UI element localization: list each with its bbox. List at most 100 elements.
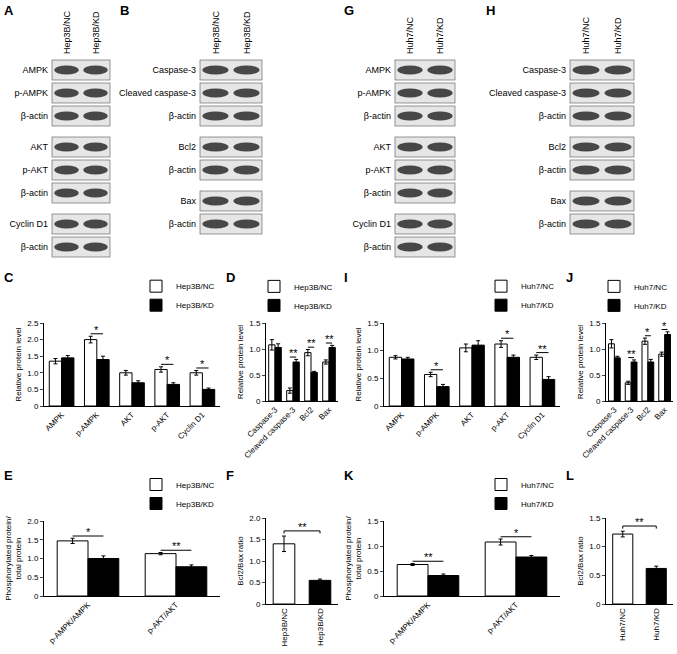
svg-text:**: ** xyxy=(172,540,181,552)
svg-text:Huh7/KD: Huh7/KD xyxy=(652,608,661,641)
svg-text:β-actin: β-actin xyxy=(364,242,391,252)
svg-text:Cleaved caspase-3: Cleaved caspase-3 xyxy=(581,405,636,460)
svg-text:AMPK: AMPK xyxy=(43,410,66,433)
svg-text:*: * xyxy=(434,360,439,372)
svg-text:p-AKT/AKT: p-AKT/AKT xyxy=(485,600,520,635)
svg-text:2.0: 2.0 xyxy=(27,335,39,344)
svg-text:β-actin: β-actin xyxy=(364,188,391,198)
svg-text:Hep3B/KD: Hep3B/KD xyxy=(242,11,252,54)
svg-text:Bcl2: Bcl2 xyxy=(298,405,316,423)
svg-text:Huh7/KD: Huh7/KD xyxy=(435,17,445,54)
svg-text:*: * xyxy=(505,328,510,340)
svg-text:0.5: 0.5 xyxy=(589,571,601,580)
svg-text:Hep3B/KD: Hep3B/KD xyxy=(294,302,332,311)
svg-text:Huh7/NC: Huh7/NC xyxy=(521,282,554,291)
svg-text:*: * xyxy=(662,320,667,332)
svg-text:Hep3B/KD: Hep3B/KD xyxy=(91,11,101,54)
svg-text:Hep3B/NC: Hep3B/NC xyxy=(176,481,214,490)
svg-text:Hep3B/NC: Hep3B/NC xyxy=(294,283,332,292)
svg-text:p-AKT: p-AKT xyxy=(365,165,391,175)
svg-text:β-actin: β-actin xyxy=(169,165,196,175)
svg-text:Cleaved caspase-3: Cleaved caspase-3 xyxy=(119,88,196,98)
svg-text:Huh7/NC: Huh7/NC xyxy=(405,16,415,54)
svg-text:Bcl2: Bcl2 xyxy=(548,142,566,152)
svg-text:Huh7/KD: Huh7/KD xyxy=(634,302,667,311)
svg-text:*: * xyxy=(200,358,205,370)
svg-text:β-actin: β-actin xyxy=(539,111,566,121)
svg-text:Phosphorylated protein/total p: Phosphorylated protein/total protein xyxy=(344,515,363,600)
svg-text:0: 0 xyxy=(34,592,39,601)
svg-text:β-actin: β-actin xyxy=(21,111,48,121)
svg-text:1.5: 1.5 xyxy=(27,352,39,361)
svg-text:1.0: 1.0 xyxy=(589,542,601,551)
svg-text:p-AMPK: p-AMPK xyxy=(414,410,442,438)
svg-text:Bax: Bax xyxy=(317,405,333,421)
svg-text:Relative protein level: Relative protein level xyxy=(354,327,363,401)
svg-text:**: ** xyxy=(307,337,316,349)
svg-text:p-AKT: p-AKT xyxy=(149,410,171,432)
svg-text:0: 0 xyxy=(596,397,601,406)
svg-text:0.5: 0.5 xyxy=(367,374,379,383)
svg-text:1.0: 1.0 xyxy=(249,345,261,354)
svg-text:β-actin: β-actin xyxy=(169,219,196,229)
svg-text:AKT: AKT xyxy=(459,410,476,427)
svg-text:0: 0 xyxy=(374,592,379,601)
svg-text:1.0: 1.0 xyxy=(367,346,379,355)
svg-text:p-AKT: p-AKT xyxy=(489,410,511,432)
svg-text:β-actin: β-actin xyxy=(364,111,391,121)
svg-text:Caspase-3: Caspase-3 xyxy=(585,405,619,439)
svg-text:1.0: 1.0 xyxy=(27,554,39,563)
svg-text:Huh7/KD: Huh7/KD xyxy=(613,17,623,54)
svg-text:β-actin: β-actin xyxy=(539,165,566,175)
svg-text:1.0: 1.0 xyxy=(249,557,261,566)
svg-text:Hep3B/NC: Hep3B/NC xyxy=(176,282,214,291)
svg-text:Huh7/KD: Huh7/KD xyxy=(521,500,554,509)
svg-text:0.5: 0.5 xyxy=(27,385,39,394)
svg-text:1.0: 1.0 xyxy=(27,369,39,378)
svg-text:Bax: Bax xyxy=(653,405,669,421)
svg-text:AKT: AKT xyxy=(373,142,391,152)
svg-text:Huh7/NC: Huh7/NC xyxy=(618,608,627,641)
svg-text:Cleaved caspase-3: Cleaved caspase-3 xyxy=(489,88,566,98)
svg-text:0: 0 xyxy=(596,600,601,609)
svg-text:Hep3B/KD: Hep3B/KD xyxy=(176,500,214,509)
svg-text:Hep3B/NC: Hep3B/NC xyxy=(280,608,289,646)
svg-text:p-AMPK/AMPK: p-AMPK/AMPK xyxy=(387,600,432,645)
svg-text:Bax: Bax xyxy=(550,196,566,206)
svg-text:**: ** xyxy=(635,516,644,528)
svg-text:**: ** xyxy=(325,333,334,345)
svg-text:p-AMPK/AMPK: p-AMPK/AMPK xyxy=(47,600,92,645)
svg-text:p-AKT/AKT: p-AKT/AKT xyxy=(145,600,180,635)
svg-text:1.5: 1.5 xyxy=(27,536,39,545)
svg-text:2.5: 2.5 xyxy=(27,319,39,328)
svg-text:Relative protein level: Relative protein level xyxy=(236,325,245,399)
svg-text:Hep3B/KD: Hep3B/KD xyxy=(176,301,214,310)
svg-text:0: 0 xyxy=(374,402,379,411)
svg-text:0: 0 xyxy=(34,402,39,411)
svg-text:1.0: 1.0 xyxy=(367,542,379,551)
svg-text:AMPK: AMPK xyxy=(22,65,48,75)
svg-text:Hep3B/KD: Hep3B/KD xyxy=(316,608,325,646)
svg-text:Cyclin D1: Cyclin D1 xyxy=(352,219,391,229)
svg-text:Huh7/NC: Huh7/NC xyxy=(634,283,667,292)
svg-text:2.0: 2.0 xyxy=(249,514,261,523)
svg-text:B: B xyxy=(120,3,129,18)
svg-text:0.5: 0.5 xyxy=(367,567,379,576)
svg-text:Bcl2/Bax ratio: Bcl2/Bax ratio xyxy=(576,536,585,586)
svg-text:Cleaved caspase-3: Cleaved caspase-3 xyxy=(242,405,297,460)
svg-text:Bcl2: Bcl2 xyxy=(178,142,196,152)
svg-text:*: * xyxy=(86,526,91,538)
svg-text:**: ** xyxy=(538,343,547,355)
svg-text:0.5: 0.5 xyxy=(589,371,601,380)
svg-text:Phosphorylated protein/total p: Phosphorylated protein/total protein xyxy=(4,515,23,600)
svg-text:Hep3B/NC: Hep3B/NC xyxy=(62,10,72,54)
svg-text:Huh7/KD: Huh7/KD xyxy=(521,301,554,310)
svg-text:p-AMPK: p-AMPK xyxy=(357,88,391,98)
svg-text:1.0: 1.0 xyxy=(589,345,601,354)
svg-text:**: ** xyxy=(424,551,433,563)
svg-text:1.5: 1.5 xyxy=(589,514,601,523)
svg-text:1.5: 1.5 xyxy=(249,319,261,328)
svg-text:Caspase-3: Caspase-3 xyxy=(152,65,196,75)
svg-text:AMPK: AMPK xyxy=(365,65,391,75)
svg-text:Cyclin D1: Cyclin D1 xyxy=(9,219,48,229)
